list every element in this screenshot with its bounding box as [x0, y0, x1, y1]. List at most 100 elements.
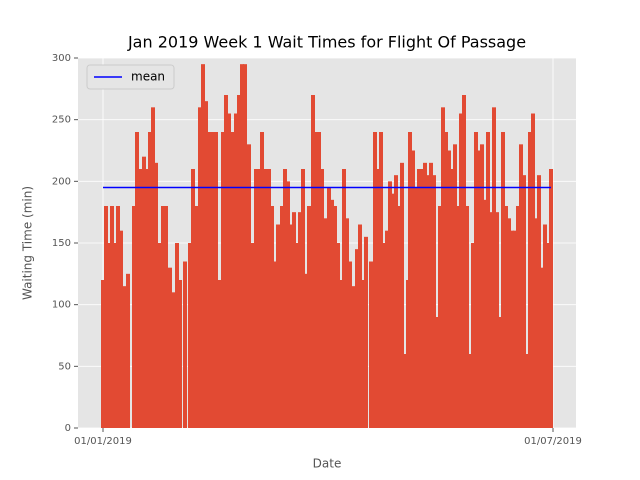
bar [510, 230, 514, 428]
bar [522, 175, 526, 428]
bar [330, 199, 334, 428]
bar [546, 243, 550, 428]
bar [224, 95, 228, 428]
bar [429, 162, 433, 429]
bar [145, 169, 149, 428]
bar [178, 280, 182, 428]
bar [304, 273, 308, 428]
bar [154, 162, 158, 429]
bar [426, 175, 430, 428]
legend-label: mean [131, 70, 165, 84]
bar [161, 206, 165, 428]
bar [151, 107, 155, 428]
bar [172, 292, 176, 428]
bar [471, 243, 475, 428]
bar [507, 218, 511, 428]
bar [549, 169, 553, 428]
bar [280, 206, 284, 428]
bar [483, 199, 487, 428]
bar [227, 113, 231, 428]
bar [289, 224, 293, 428]
y-tick-label: 300 [52, 53, 71, 64]
bar [382, 243, 386, 428]
bar [175, 243, 179, 428]
bar [113, 243, 117, 428]
bar [221, 132, 225, 428]
bar [231, 132, 235, 428]
bar [364, 236, 368, 428]
bar [435, 317, 439, 428]
bar [379, 132, 383, 428]
y-tick-label: 200 [52, 176, 71, 187]
bar [351, 286, 355, 428]
bar [336, 243, 340, 428]
bar [283, 169, 287, 428]
bar [385, 230, 389, 428]
bar [126, 273, 130, 428]
bar [292, 212, 296, 428]
bar [516, 206, 520, 428]
bar [376, 169, 380, 428]
bar [345, 218, 349, 428]
bar [477, 150, 481, 428]
bar [250, 243, 254, 428]
bar [116, 206, 120, 428]
bar [158, 243, 162, 428]
bar [388, 181, 392, 428]
bar [217, 280, 221, 428]
bar [260, 132, 264, 428]
bar [135, 132, 139, 428]
bar [417, 169, 421, 428]
bar [348, 261, 352, 428]
bar [311, 95, 315, 428]
bar [456, 206, 460, 428]
bar [498, 317, 502, 428]
bar [519, 144, 523, 429]
bar [480, 144, 484, 429]
bar [324, 218, 328, 428]
bar [119, 230, 123, 428]
bar [534, 218, 538, 428]
bar [540, 267, 544, 428]
bar [513, 230, 517, 428]
bar [358, 224, 362, 428]
bar [444, 132, 448, 428]
y-tick-label: 150 [52, 238, 71, 249]
bar [122, 286, 126, 428]
bar [441, 107, 445, 428]
bar [301, 169, 305, 428]
bar [474, 132, 478, 428]
bar [403, 354, 407, 428]
bar [273, 261, 277, 428]
bar [369, 261, 373, 428]
bar [314, 132, 318, 428]
bar [531, 113, 535, 428]
bar [142, 156, 146, 428]
bar [276, 224, 280, 428]
x-axis-label: Date [313, 457, 342, 471]
bar [459, 113, 463, 428]
bar [438, 206, 442, 428]
bar [214, 132, 218, 428]
bar [391, 193, 395, 428]
bar [207, 132, 211, 428]
legend-box [86, 64, 175, 90]
bar [537, 175, 541, 428]
bar [408, 132, 412, 428]
bar [462, 95, 466, 428]
bar [504, 206, 508, 428]
bar [211, 132, 215, 428]
bar [333, 206, 337, 428]
bar [201, 64, 205, 429]
bar [468, 354, 472, 428]
bar [450, 169, 454, 428]
bar [394, 175, 398, 428]
bar [237, 95, 241, 428]
bar [298, 212, 302, 428]
bar [423, 162, 427, 429]
bar [339, 280, 343, 428]
bar [164, 206, 168, 428]
y-tick-label: 0 [65, 423, 71, 434]
y-tick-label: 100 [52, 300, 71, 311]
